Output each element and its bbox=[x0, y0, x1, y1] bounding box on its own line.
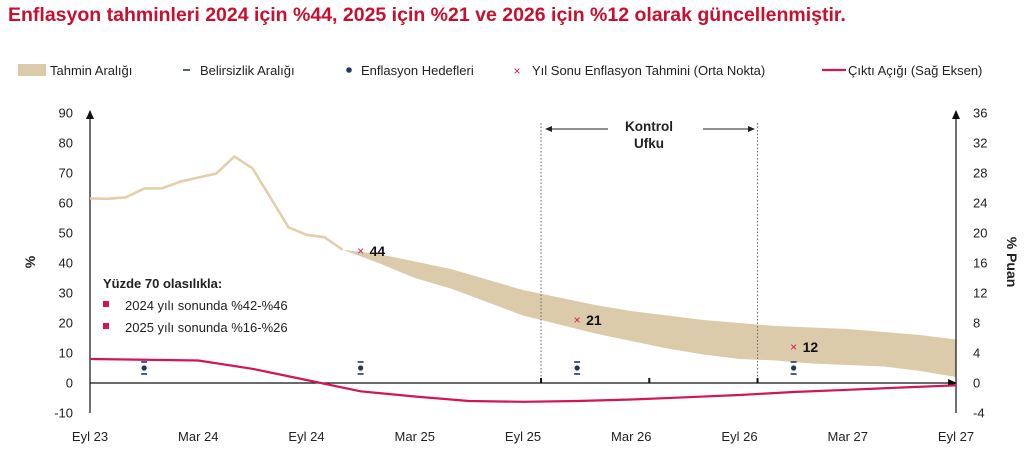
probability-annotation: Yüzde 70 olasılıkla: 2024 yılı sonunda %… bbox=[103, 276, 288, 335]
year-end-forecast-label: 12 bbox=[803, 339, 819, 355]
year-end-forecast-marker: × bbox=[574, 313, 581, 327]
y-tick-label: 20 bbox=[59, 316, 73, 331]
control-horizon-arrowhead-left bbox=[545, 126, 552, 132]
y-tick-label: 30 bbox=[59, 286, 73, 301]
chart-title: Enflasyon tahminleri 2024 için %44, 2025… bbox=[8, 4, 846, 26]
legend-uncertainty-label: Belirsizlik Aralığı bbox=[200, 63, 295, 78]
annotation-item-1: 2024 yılı sonunda %42-%46 bbox=[125, 298, 288, 313]
y2-tick-label: 12 bbox=[973, 286, 987, 301]
y2-axis-arrow bbox=[952, 110, 960, 119]
legend-band-swatch bbox=[18, 64, 46, 76]
x-tick-label: Eyl 23 bbox=[72, 429, 108, 444]
inflation-target-point bbox=[791, 365, 797, 371]
y-tick-label: 50 bbox=[59, 226, 73, 241]
y2-tick-label: 32 bbox=[973, 136, 987, 151]
y-axis-arrow bbox=[86, 110, 94, 119]
legend-forecast-marker: × bbox=[513, 64, 520, 78]
y-tick-label: 60 bbox=[59, 196, 73, 211]
year-end-forecast-label: 21 bbox=[586, 312, 602, 328]
y2-tick-label: 20 bbox=[973, 226, 987, 241]
annotation-bullet-2 bbox=[103, 323, 109, 329]
y2-axis-title: % Puan bbox=[1004, 237, 1020, 288]
x-tick-label: Mar 24 bbox=[178, 429, 218, 444]
output-gap-line bbox=[89, 357, 957, 403]
y2-tick-label: 0 bbox=[973, 376, 980, 391]
year-end-forecast-marker: × bbox=[790, 340, 797, 354]
legend-targets-label: Enflasyon Hedefleri bbox=[361, 63, 474, 78]
legend: Tahmin Aralığı Belirsizlik Aralığı Enfla… bbox=[18, 63, 982, 78]
x-tick-label: Mar 26 bbox=[611, 429, 651, 444]
y2-tick-label: 8 bbox=[973, 316, 980, 331]
x-tick-label: Eyl 24 bbox=[288, 429, 324, 444]
y-axis-title: % bbox=[22, 255, 38, 268]
legend-gap-label: Çıktı Açığı (Sağ Eksen) bbox=[848, 63, 982, 78]
year-end-forecast-label: 44 bbox=[370, 243, 386, 259]
x-tick-label: Mar 25 bbox=[395, 429, 435, 444]
inflation-target-point bbox=[141, 365, 147, 371]
x-tick-label: Eyl 26 bbox=[721, 429, 757, 444]
annotation-item-2: 2025 yılı sonunda %16-%26 bbox=[125, 320, 288, 335]
inflation-target-point bbox=[358, 365, 364, 371]
y-tick-label: 90 bbox=[59, 106, 73, 121]
control-horizon-arrowhead-right bbox=[748, 126, 755, 132]
control-horizon-label-line1: Kontrol bbox=[625, 119, 673, 134]
forecast-band bbox=[342, 249, 957, 377]
year-end-forecast-marker: × bbox=[357, 244, 364, 258]
annotation-heading: Yüzde 70 olasılıkla: bbox=[103, 276, 222, 291]
legend-forecast-label: Yıl Sonu Enflasyon Tahmini (Orta Nokta) bbox=[532, 63, 765, 78]
y2-tick-label: 24 bbox=[973, 196, 987, 211]
y-tick-label: -10 bbox=[54, 406, 73, 421]
y2-tick-label: 36 bbox=[973, 106, 987, 121]
y2-tick-label: 28 bbox=[973, 166, 987, 181]
y-tick-label: 70 bbox=[59, 166, 73, 181]
y-tick-label: 80 bbox=[59, 136, 73, 151]
x-tick-label: Eyl 25 bbox=[505, 429, 541, 444]
legend-target-marker bbox=[346, 67, 352, 73]
actual-inflation-line bbox=[89, 155, 344, 251]
legend-band-label: Tahmin Aralığı bbox=[50, 63, 132, 78]
y2-tick-label: 4 bbox=[973, 346, 980, 361]
inflation-target-point bbox=[574, 365, 580, 371]
control-horizon-label-line2: Ufku bbox=[634, 136, 664, 151]
y-tick-label: 0 bbox=[66, 376, 73, 391]
x-tick-label: Eyl 27 bbox=[938, 429, 974, 444]
control-horizon: Kontrol Ufku bbox=[545, 119, 755, 151]
y2-tick-label: -4 bbox=[973, 406, 985, 421]
y-tick-label: 10 bbox=[59, 346, 73, 361]
annotation-bullet-1 bbox=[103, 301, 109, 307]
x-tick-label: Mar 27 bbox=[828, 429, 868, 444]
y-tick-label: 40 bbox=[59, 256, 73, 271]
y2-tick-label: 16 bbox=[973, 256, 987, 271]
